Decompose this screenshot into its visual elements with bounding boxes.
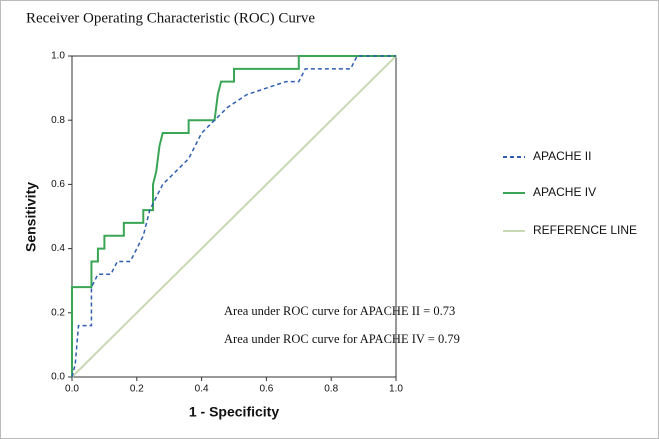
y-tick-label: 0.6	[51, 179, 65, 190]
y-tick-label: 0.4	[51, 243, 65, 254]
legend-label: APACHE IV	[533, 185, 596, 199]
legend-label: REFERENCE LINE	[533, 223, 637, 237]
y-tick-label: 0.8	[51, 115, 65, 126]
x-tick-label: 0.0	[65, 384, 79, 395]
y-tick-label: 0.0	[51, 372, 65, 383]
x-axis-label: 1 - Specificity	[189, 404, 279, 420]
y-tick-label: 0.2	[51, 307, 65, 318]
x-tick-label: 0.8	[324, 384, 338, 395]
series-line	[71, 55, 397, 378]
y-tick-label: 1.0	[51, 51, 65, 62]
annotation: Area under ROC curve for APACHE II = 0.7…	[224, 304, 455, 318]
series-line	[71, 55, 396, 378]
plot-frame	[71, 55, 397, 378]
legend-label: APACHE II	[533, 149, 591, 163]
x-tick-label: 0.6	[259, 384, 273, 395]
x-tick-label: 0.4	[195, 384, 209, 395]
x-tick-label: 1.0	[389, 384, 403, 395]
series-line	[71, 55, 396, 377]
chart-title: Receiver Operating Characteristic (ROC) …	[26, 10, 315, 26]
x-tick-label: 0.2	[130, 384, 144, 395]
annotation: Area under ROC curve for APACHE IV = 0.7…	[224, 332, 460, 346]
y-axis-label: Sensitivity	[23, 182, 39, 252]
